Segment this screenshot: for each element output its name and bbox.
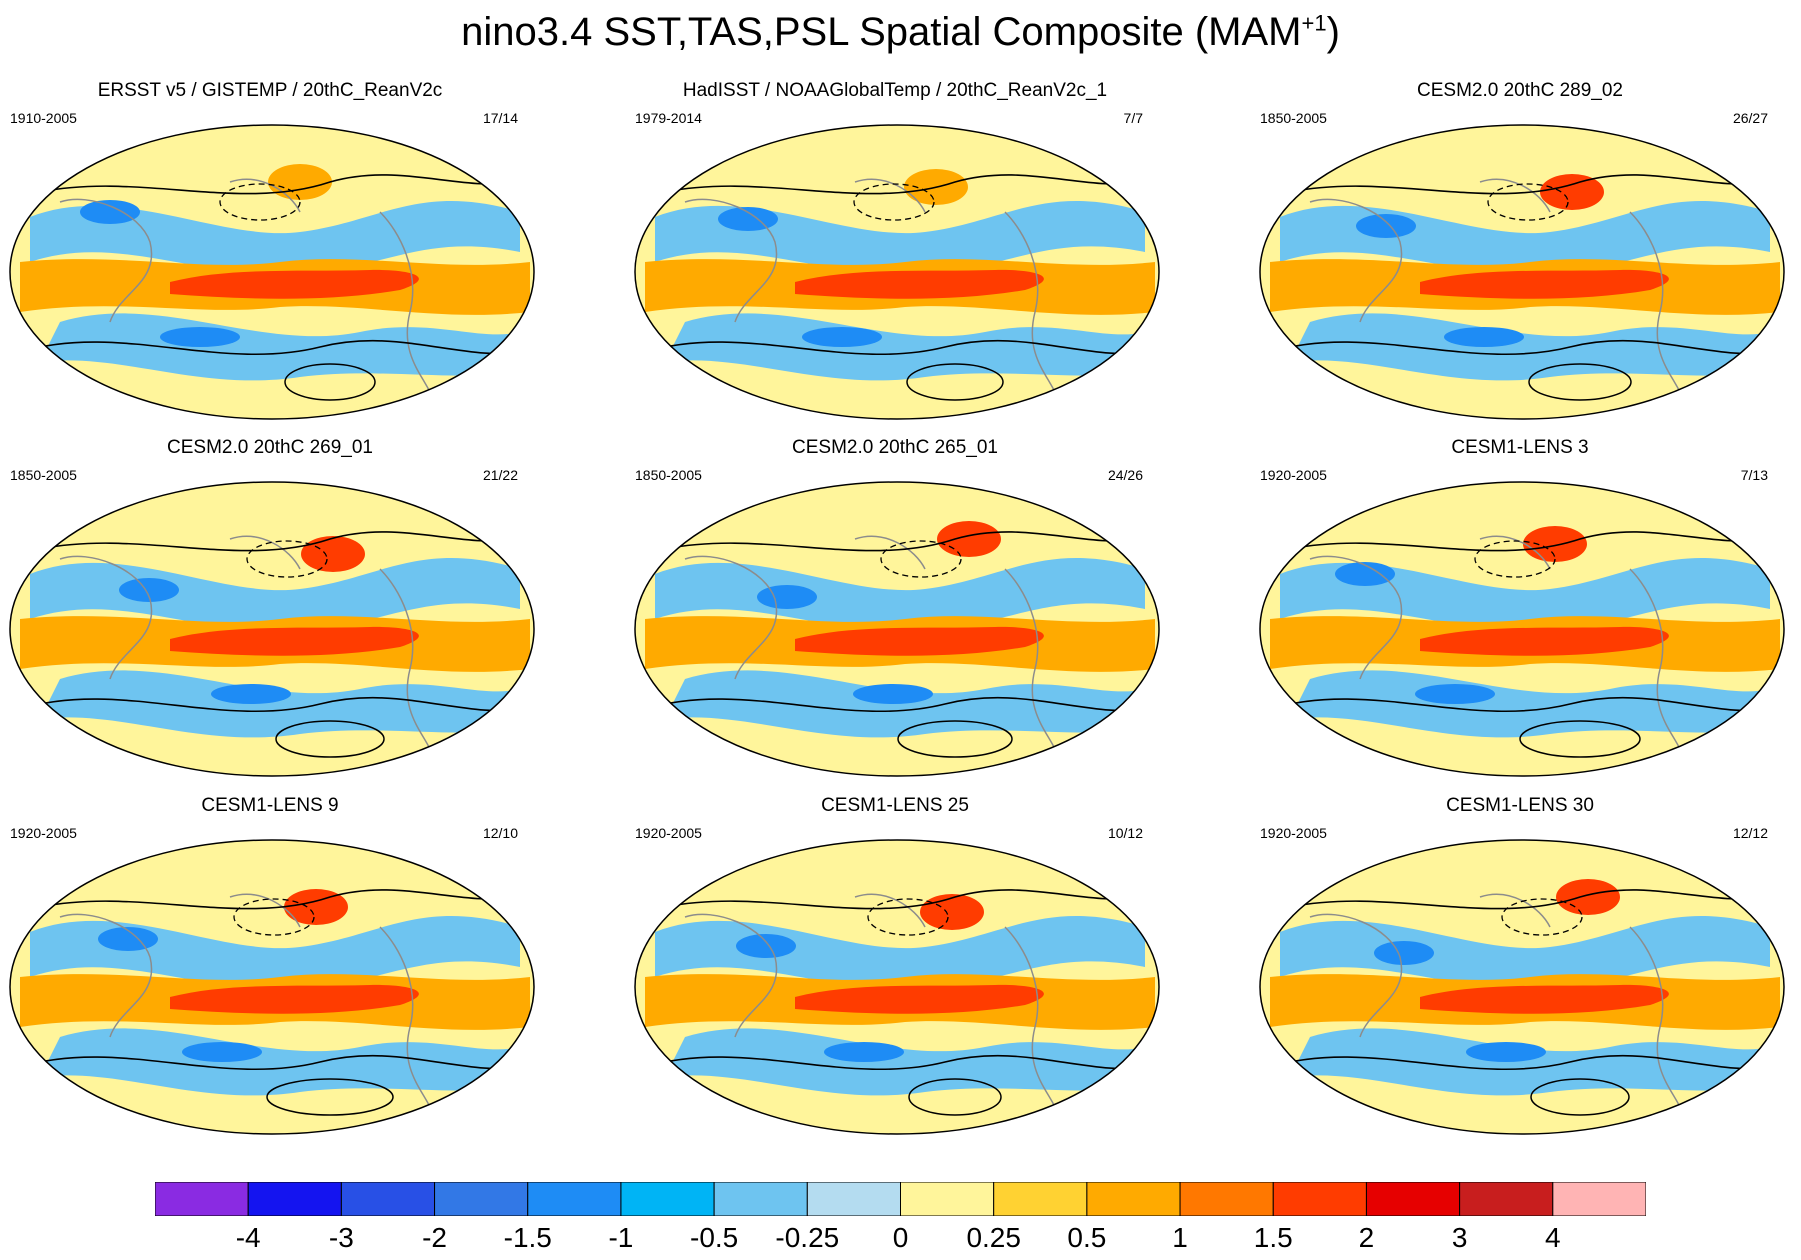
figure-title-suffix: ) bbox=[1326, 10, 1340, 54]
colorbar-tick-label: 4 bbox=[1545, 1222, 1561, 1253]
colorbar-tick-label: 3 bbox=[1451, 1222, 1468, 1253]
colorbar-swatch bbox=[1552, 1182, 1646, 1216]
robinson-map bbox=[9, 124, 535, 420]
panel-period: 1850-2005 bbox=[635, 467, 702, 483]
colorbar-swatches bbox=[155, 1182, 1646, 1216]
panel-count: 17/14 bbox=[482, 110, 518, 126]
colorbar-tick-label: 0.5 bbox=[1067, 1222, 1107, 1253]
map-panel: CESM2.0 20thC 269_01 1850-2005 21/22 bbox=[0, 437, 540, 782]
panel-period: 1920-2005 bbox=[1260, 467, 1327, 483]
colorbar-swatch bbox=[434, 1182, 529, 1216]
colorbar-tick-label: 0 bbox=[892, 1222, 909, 1253]
panel-period: 1920-2005 bbox=[10, 825, 77, 841]
colorbar-swatch bbox=[527, 1182, 622, 1216]
map-panel: CESM2.0 20thC 289_02 1850-2005 26/27 bbox=[1250, 80, 1790, 425]
colorbar-swatch bbox=[993, 1182, 1088, 1216]
panel-period: 1920-2005 bbox=[1260, 825, 1327, 841]
panel-title: CESM1-LENS 9 bbox=[201, 795, 339, 816]
colorbar-swatch bbox=[620, 1182, 715, 1216]
robinson-map bbox=[634, 481, 1160, 777]
figure-title-superscript: +1 bbox=[1301, 10, 1327, 36]
colorbar-tick-label: -4 bbox=[235, 1222, 261, 1253]
robinson-map bbox=[1259, 124, 1785, 420]
colorbar-tick-label: 1.5 bbox=[1253, 1222, 1293, 1253]
colorbar-tick-label: 0.25 bbox=[966, 1222, 1021, 1253]
panel-title: CESM1-LENS 25 bbox=[821, 795, 969, 816]
panel-period: 1850-2005 bbox=[10, 467, 77, 483]
colorbar-swatch bbox=[155, 1182, 249, 1216]
figure-title: nino3.4 SST,TAS,PSL Spatial Composite (M… bbox=[0, 10, 1801, 55]
panel-period: 1850-2005 bbox=[1260, 110, 1327, 126]
panel-count: 7/7 bbox=[1123, 110, 1143, 126]
map-panel: CESM1-LENS 9 1920-2005 12/10 bbox=[0, 795, 540, 1140]
colorbar-swatch bbox=[900, 1182, 995, 1216]
robinson-map bbox=[634, 124, 1160, 420]
panel-period: 1920-2005 bbox=[635, 825, 702, 841]
map-panel: HadISST / NOAAGlobalTemp / 20thC_ReanV2c… bbox=[625, 80, 1165, 425]
colorbar-tick-label: -2 bbox=[422, 1222, 448, 1253]
panel-title: CESM2.0 20thC 265_01 bbox=[792, 437, 998, 458]
robinson-map bbox=[1259, 839, 1785, 1135]
colorbar-swatch bbox=[1086, 1182, 1181, 1216]
colorbar-tick-label: -0.25 bbox=[775, 1222, 840, 1253]
colorbar-tick-label: -1 bbox=[608, 1222, 634, 1253]
colorbar-swatch bbox=[1272, 1182, 1367, 1216]
panel-count: 21/22 bbox=[482, 467, 518, 483]
colorbar bbox=[155, 1182, 1646, 1216]
colorbar-swatch bbox=[340, 1182, 436, 1216]
map-panel: ERSST v5 / GISTEMP / 20thC_ReanV2c 1910-2… bbox=[0, 80, 540, 425]
panel-period: 1910-2005 bbox=[10, 110, 77, 126]
colorbar-swatch bbox=[1179, 1182, 1274, 1216]
panel-title: CESM1-LENS 3 bbox=[1451, 437, 1589, 458]
colorbar-swatch bbox=[713, 1182, 808, 1216]
colorbar-swatch bbox=[806, 1182, 901, 1216]
panel-title: CESM2.0 20thC 269_01 bbox=[167, 437, 373, 458]
figure-title-text: nino3.4 SST,TAS,PSL Spatial Composite (M… bbox=[461, 10, 1302, 54]
map-panel: CESM1-LENS 25 1920-2005 10/12 bbox=[625, 795, 1165, 1140]
robinson-map bbox=[9, 839, 535, 1135]
panel-title: CESM2.0 20thC 289_02 bbox=[1417, 80, 1623, 101]
colorbar-swatch bbox=[247, 1182, 342, 1216]
map-panel: CESM2.0 20thC 265_01 1850-2005 24/26 bbox=[625, 437, 1165, 782]
colorbar-tick-label: 2 bbox=[1358, 1222, 1375, 1253]
colorbar-tick-label: -0.5 bbox=[690, 1222, 739, 1253]
panel-count: 10/12 bbox=[1107, 825, 1143, 841]
panel-count: 12/12 bbox=[1732, 825, 1768, 841]
panel-count: 26/27 bbox=[1732, 110, 1768, 126]
panel-count: 7/13 bbox=[1740, 467, 1768, 483]
colorbar-swatch bbox=[1365, 1182, 1461, 1216]
colorbar-labels: -4 -3 -2 -1.5 -1 -0.5 -0.25 0 0.25 0.5 1 1.5 2 3 4 bbox=[155, 1222, 1646, 1256]
robinson-map bbox=[634, 839, 1160, 1135]
panel-period: 1979-2014 bbox=[635, 110, 702, 126]
panel-title: CESM1-LENS 30 bbox=[1446, 795, 1594, 816]
colorbar-tick-label: -3 bbox=[328, 1222, 354, 1253]
robinson-map bbox=[1259, 481, 1785, 777]
colorbar-tick-label: 1 bbox=[1172, 1222, 1188, 1253]
panel-count: 24/26 bbox=[1107, 467, 1143, 483]
robinson-map bbox=[9, 481, 535, 777]
panel-title: ERSST v5 / GISTEMP / 20thC_ReanV2c bbox=[97, 80, 443, 101]
colorbar-tick-label: -1.5 bbox=[503, 1222, 552, 1253]
colorbar-swatch bbox=[1459, 1182, 1554, 1216]
map-panel: CESM1-LENS 30 1920-2005 12/12 bbox=[1250, 795, 1790, 1140]
panel-count: 12/10 bbox=[482, 825, 518, 841]
map-panel: CESM1-LENS 3 1920-2005 7/13 bbox=[1250, 437, 1790, 782]
panel-title: HadISST / NOAAGlobalTemp / 20thC_ReanV2c… bbox=[682, 80, 1108, 101]
